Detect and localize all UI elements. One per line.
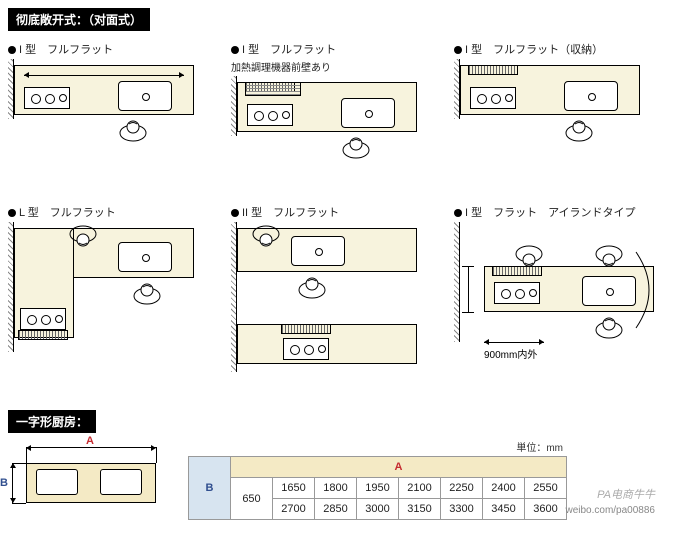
layout-title: I 型 フルフラット: [231, 41, 444, 57]
unit-label: 単位：mm: [188, 439, 567, 454]
dim-b-label: B: [0, 477, 8, 489]
col-a-header: A: [231, 457, 567, 478]
layout-cell-4: L 型 フルフラット: [8, 204, 221, 382]
layout-cell-5: II 型 フルフラット: [231, 204, 444, 382]
dimension-diagram: A B: [8, 439, 168, 519]
size-table: B A 650 1650 1800 1950 2100 2250 2400 25…: [188, 456, 567, 520]
straight-kitchen-section: 一字形厨房： A B 単位：mm B A 650: [8, 410, 667, 520]
island-dim-label: 900mm内外: [484, 346, 537, 361]
layout-cell-2: I 型 フルフラット 加熱調理機器前壁あり: [231, 41, 444, 186]
dim-a-label: A: [86, 435, 94, 447]
diagram-i-fullflat: [8, 59, 208, 169]
diagram-l-type: [8, 222, 208, 382]
layout-subtitle: 加熱調理機器前壁あり: [231, 59, 444, 74]
diagram-i-frontwall: [231, 76, 431, 186]
layout-grid: I 型 フルフラット I 型 フルフラット 加熱調理機器前壁あり I 型 フルフ…: [8, 41, 667, 382]
layout-cell-1: I 型 フルフラット: [8, 41, 221, 186]
layout-cell-3: I 型 フルフラット（収納）: [454, 41, 667, 186]
table-row: 650 1650 1800 1950 2100 2250 2400 2550: [189, 478, 567, 499]
diagram-i-storage: [454, 59, 654, 169]
section-header-straight: 一字形厨房：: [8, 410, 96, 433]
b-value: 650: [231, 478, 273, 520]
size-table-wrap: 単位：mm B A 650 1650 1800 1950 2100 2250 2…: [188, 439, 567, 520]
watermark-url: weibo.com/pa00886: [565, 505, 655, 516]
layout-title: I 型 フルフラット（収納）: [454, 41, 667, 57]
watermark-brand: PA电商牛牛: [597, 486, 655, 502]
col-b-header: B: [189, 457, 231, 520]
section-header-open: 彻底敞开式：（对面式）: [8, 8, 150, 31]
layout-cell-6: I 型 フラット アイランドタイプ 900mm内外: [454, 204, 667, 382]
layout-title: I 型 フラット アイランドタイプ: [454, 204, 667, 220]
layout-title: II 型 フルフラット: [231, 204, 444, 220]
layout-title: I 型 フルフラット: [8, 41, 221, 57]
diagram-island: 900mm内外: [454, 222, 664, 382]
diagram-ii-type: [231, 222, 431, 382]
layout-title: L 型 フルフラット: [8, 204, 221, 220]
